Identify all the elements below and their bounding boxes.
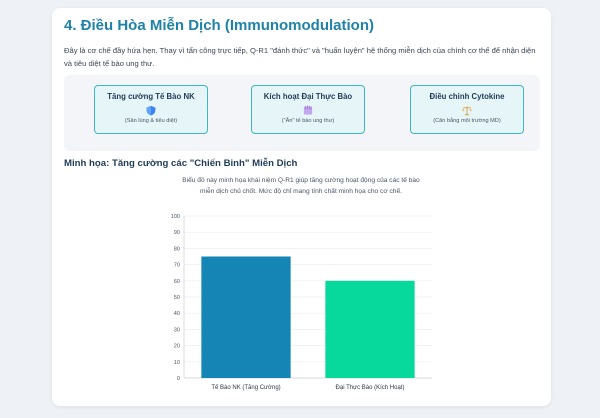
- mechanism-title: Kích hoạt Đại Thực Bào: [263, 92, 353, 101]
- chart-heading: Minh họa: Tăng cường các "Chiến Binh" Mi…: [64, 158, 298, 169]
- y-tick-label: 20: [174, 344, 180, 350]
- y-tick-label: 70: [174, 263, 180, 269]
- mechanism-panel: Tăng cường Tế Bào NK (Săn lùng & tiêu di…: [64, 75, 540, 151]
- mechanism-description: ("Ăn" tế bào ung thư): [281, 118, 335, 124]
- mechanism-description: (Săn lùng & tiêu diệt): [124, 118, 178, 124]
- mechanism-title: Tăng cường Tế Bào NK: [107, 92, 195, 101]
- y-tick-label: 0: [177, 376, 180, 382]
- y-tick-label: 50: [174, 295, 180, 301]
- y-tick-label: 100: [171, 214, 180, 220]
- y-tick-label: 30: [174, 327, 180, 333]
- y-tick-label: 10: [174, 360, 180, 366]
- mechanism-description: (Cân bằng môi trường MD): [433, 118, 501, 124]
- y-tick-label: 60: [174, 279, 180, 285]
- x-category-label: Tế Bào NK (Tăng Cường): [211, 385, 280, 391]
- hand-icon: [302, 105, 314, 116]
- chart-description: Biểu đồ này minh họa khái niệm Q-R1 giúp…: [182, 177, 420, 195]
- balance-scale-icon: [461, 105, 473, 116]
- mechanism-card-nk: Tăng cường Tế Bào NK (Săn lùng & tiêu di…: [94, 85, 208, 134]
- y-tick-label: 80: [174, 246, 180, 252]
- section-title: 4. Điều Hòa Miễn Dịch (Immunomodulation): [64, 17, 375, 34]
- bar-chart: 0 10 20 30 40 50 60 70 80 90 100 Tế Bào NK (Tăng Cư…: [171, 214, 432, 391]
- bar-nk-cells: [201, 256, 291, 378]
- content-card: 4. Điều Hòa Miễn Dịch (Immunomodulation)…: [52, 8, 551, 406]
- mechanism-card-macrophage: Kích hoạt Đại Thực Bào ("Ăn" tế bào ung …: [251, 85, 365, 134]
- mechanism-title: Điều chỉnh Cytokine: [429, 92, 505, 101]
- y-tick-label: 40: [174, 311, 180, 317]
- mechanism-card-cytokine: Điều chỉnh Cytokine (Cân bằng môi trường…: [410, 85, 524, 134]
- y-tick-label: 90: [174, 230, 180, 236]
- bar-macrophages: [325, 280, 415, 378]
- shield-icon: [145, 105, 157, 116]
- section-intro: Đây là cơ chế đầy hứa hẹn. Thay vì tấn c…: [64, 46, 536, 68]
- x-category-label: Đại Thực Bào (Kích Hoạt): [336, 385, 405, 391]
